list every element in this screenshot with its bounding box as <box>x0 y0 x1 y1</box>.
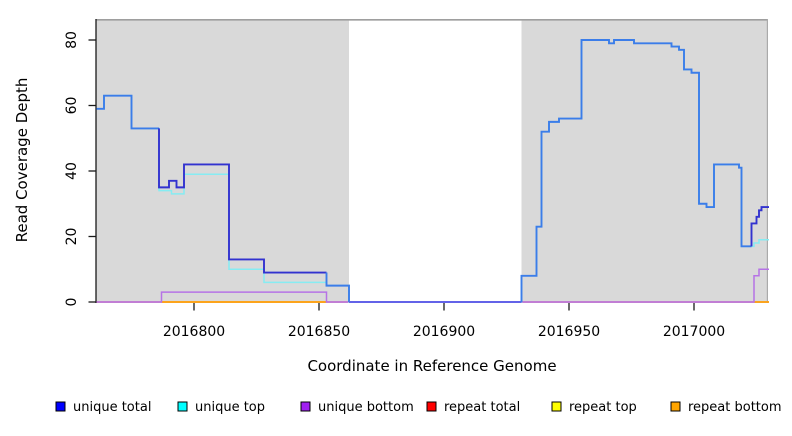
repeat-top-swatch-icon <box>551 401 562 412</box>
legend-item-repeat-bottom: repeat bottom <box>670 400 782 415</box>
series-line-unique-total <box>750 206 769 247</box>
series-line-unique-total <box>520 39 752 302</box>
x-axis-ticks <box>193 303 695 311</box>
series-line-unique-total <box>325 272 350 302</box>
legend-item-repeat-top: repeat top <box>551 400 637 415</box>
legend-label: repeat total <box>444 400 520 415</box>
y-tick-label-20: 20 <box>64 228 80 246</box>
legend-item-unique-top: unique top <box>177 400 265 415</box>
legend-label: repeat top <box>569 400 637 415</box>
x-tick-label-2016850: 2016850 <box>288 324 350 340</box>
y-tick-label-60: 60 <box>64 97 80 115</box>
repeat-total-swatch-icon <box>426 401 437 412</box>
legend-label: unique bottom <box>318 400 414 415</box>
series-line-unique-total <box>96 94 159 130</box>
legend-label: unique top <box>195 400 265 415</box>
unique-total-swatch-icon <box>55 401 66 412</box>
x-tick-label-2016800: 2016800 <box>163 324 225 340</box>
legend-item-unique-bottom: unique bottom <box>300 400 414 415</box>
x-axis-title: Coordinate in Reference Genome <box>307 357 556 375</box>
unique-top-swatch-icon <box>177 401 188 412</box>
y-axis-ticks <box>88 39 96 303</box>
legend-label: unique total <box>73 400 151 415</box>
legend: unique total unique top unique bottom re… <box>55 400 782 415</box>
repeat-bottom-swatch-icon <box>670 401 681 412</box>
masked-region <box>349 20 522 303</box>
y-tick-label-80: 80 <box>64 31 80 49</box>
legend-item-repeat-total: repeat total <box>426 400 520 415</box>
series-line-unique-total <box>158 128 327 274</box>
y-tick-label-0: 0 <box>64 298 80 307</box>
x-tick-label-2016950: 2016950 <box>538 324 600 340</box>
y-tick-label-40: 40 <box>64 162 80 180</box>
series-layer <box>96 39 769 303</box>
unique-bottom-swatch-icon <box>300 401 311 412</box>
legend-label: repeat bottom <box>688 400 782 415</box>
legend-item-unique-total: unique total <box>55 400 151 415</box>
series-line-unique-bottom <box>96 268 769 303</box>
y-axis-title: Read Coverage Depth <box>13 78 31 243</box>
x-tick-label-2017000: 2017000 <box>663 324 725 340</box>
x-tick-label-2016900: 2016900 <box>413 324 475 340</box>
